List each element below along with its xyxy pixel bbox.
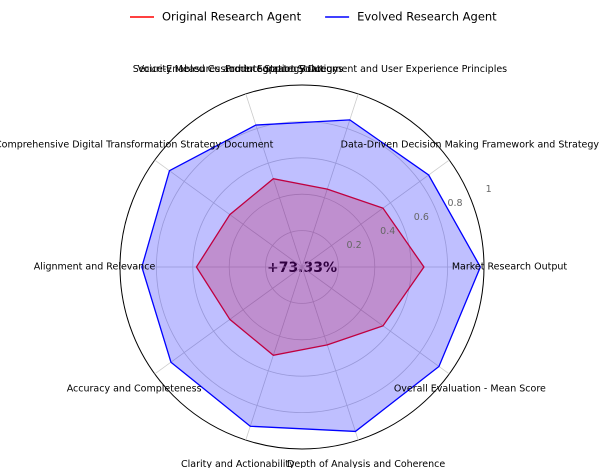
grid-spoke xyxy=(245,266,303,441)
category-label: Alignment and Relevance xyxy=(34,262,156,273)
category-label: Accuracy and Completeness xyxy=(67,383,202,394)
category-label: Product Strategy Document and User Exper… xyxy=(225,64,507,75)
category-label: Overall Evaluation - Mean Score xyxy=(394,383,546,394)
legend-label: Evolved Research Agent xyxy=(357,10,497,24)
grid-spoke xyxy=(245,93,303,268)
grid-spoke xyxy=(301,159,450,268)
category-label: Clarity and Actionability xyxy=(181,459,295,468)
y-tick-label: 1 xyxy=(486,184,492,195)
category-label: Security Measures and Integration Soluti… xyxy=(133,64,343,75)
grid-spoke xyxy=(301,266,359,441)
y-tick-label: 0.2 xyxy=(347,240,362,251)
legend-label: Original Research Agent xyxy=(162,10,302,24)
category-label: Depth of Analysis and Coherence xyxy=(287,459,445,468)
y-tick-label: 0.6 xyxy=(414,212,429,223)
grid-spoke xyxy=(301,93,359,268)
grid-spoke xyxy=(154,159,303,268)
category-label: Data-Driven Decision Making Framework an… xyxy=(341,140,600,151)
series-area xyxy=(141,119,482,433)
category-label: Comprehensive Digital Transformation Str… xyxy=(0,140,274,151)
y-tick-label: 0.8 xyxy=(447,198,462,209)
y-tick-label: 0.4 xyxy=(380,226,395,237)
category-label: Voice-Enabled Customer Support Strategy xyxy=(138,64,339,75)
grid-spoke xyxy=(301,266,450,375)
grid-spoke xyxy=(154,266,303,375)
series-area xyxy=(195,178,425,356)
category-label: Market Research Output xyxy=(452,262,568,273)
